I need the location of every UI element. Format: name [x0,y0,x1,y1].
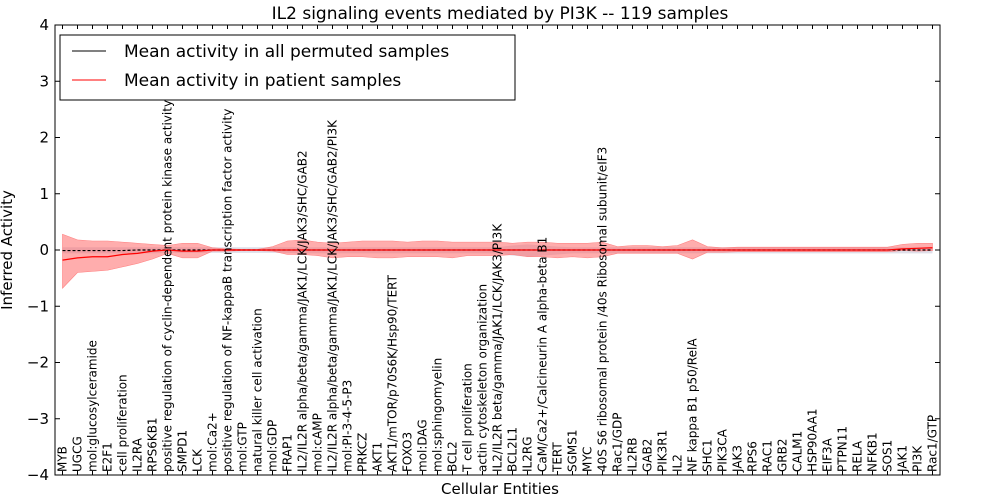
x-tick-label: LCK [191,448,205,472]
legend-label-permuted: Mean activity in all permuted samples [124,42,449,62]
x-axis-label: Cellular Entities [441,480,559,498]
y-tick-label: −4 [27,466,49,484]
x-tick-label: CALM1 [791,431,805,472]
x-tick-label: GRB2 [776,438,790,472]
x-tick-label: NFKB1 [866,432,880,472]
x-tick-label: RPS6KB1 [146,417,160,472]
x-tick-label: AKT1/mTOR/p70S6K/Hsp90/TERT [386,274,400,472]
x-tick-label: IL2RG [521,437,535,473]
y-tick-label: 3 [39,72,49,90]
x-tick-label: mol:GTP [236,422,250,472]
line-patient [62,247,933,261]
plot-area: −4 −3 −2 −1 0 1 2 3 4 MYB UGCG mol:glucosylceramide… [27,16,941,484]
x-tick-label: natural killer cell activation [251,308,265,472]
x-tick-label: actin cytoskeleton organization [476,284,490,472]
x-tick-label: mol:PI-3-4-5-P3 [341,380,355,472]
legend: Mean activity in all permuted samples Me… [59,34,516,101]
x-tick-label: FOXO3 [401,432,415,472]
x-tick-label: GAB2 [641,439,655,472]
y-axis-label: Inferred Activity [0,190,16,310]
x-tick-label: SMPD1 [176,430,190,472]
y-tick-label: 2 [39,129,49,147]
x-tick-label: mol:glucosylceramide [86,340,100,472]
legend-box [59,34,516,101]
x-tick-label: IL2/IL2R beta/gamma/JAK1/LCK/JAK3/PI3K [491,223,505,472]
x-tick-label: JAK3 [731,445,745,473]
x-tick-label: SOS1 [881,440,895,472]
y-tick-label: 1 [39,185,49,203]
x-tick-label: PI3K [911,445,925,472]
x-tick-label: IL2/IL2R alpha/beta/gamma/JAK1/LCK/JAK3/… [326,119,340,472]
x-tick-label: mol:DAG [416,419,430,472]
y-tick-label: −3 [27,410,49,428]
x-tick-label: FRAP1 [281,434,295,472]
x-tick-label: IL2 [671,454,685,472]
x-tick-label: 40S S6 ribosomal protein /40s Ribosomal … [596,147,610,472]
x-tick-label: RELA [851,440,865,472]
x-tick-label: T cell proliferation [461,363,475,473]
x-tick-label: SGMS1 [566,429,580,472]
x-tick-label: JAK1 [896,445,910,473]
x-tick-label: MYC [581,447,595,472]
x-tick-label: PIK3CA [716,428,730,472]
x-tick-label: RPS6 [746,441,760,472]
x-tick-label: IL2RA [131,437,145,472]
legend-label-patient: Mean activity in patient samples [124,71,401,91]
x-tick-label: IL2RB [626,438,640,472]
x-tick-label: TERT [551,442,565,473]
x-tick-label: CaM/Ca2+/Calcineurin A alpha-beta B1 [536,237,550,472]
x-tick-label: Rac1/GTP [926,415,940,472]
x-tick-label: mol:GDP [266,420,280,472]
x-tick-label: mol:Ca2+ [206,412,220,472]
y-tick-label: −1 [27,297,49,315]
x-tick-label: PRKCZ [356,433,370,472]
x-tick-label: Rac1/GDP [611,413,625,472]
x-tick-label: SHC1 [701,439,715,472]
x-tick-label: MYB [56,446,70,472]
x-tick-label: PTPN11 [836,426,850,472]
y-tick-label: −2 [27,354,49,372]
x-tick-label: NF kappa B1 p50/RelA [686,338,700,472]
x-tick-label: positive regulation of cyclin-dependent … [161,100,175,472]
x-tick-label: BCL2L1 [506,427,520,472]
x-tick-label: cell proliferation [116,374,130,472]
y-tick-label: 0 [39,241,49,259]
x-tick-label: RAC1 [761,440,775,472]
x-tick-label: mol:cAMP [311,413,325,472]
x-tick-label: E2F1 [101,442,115,472]
x-tick-label: AKT1 [371,442,385,472]
x-tick-label: positive regulation of NF-kappaB transcr… [221,109,235,472]
x-tick-label: UGCG [71,436,85,472]
chart-title: IL2 signaling events mediated by PI3K --… [272,4,729,24]
x-tick-label: BCL2 [446,441,460,472]
x-tick-label: IL2/IL2R alpha/beta/gamma/JAK1/LCK/JAK3/… [296,150,310,472]
x-tick-label: mol:sphingomyelin [431,358,445,472]
x-tick-label: EIF3A [821,437,835,472]
y-tick-label: 4 [39,16,49,34]
x-tick-label: PIK3R1 [656,430,670,472]
x-tick-label: HSP90AA1 [806,408,820,472]
